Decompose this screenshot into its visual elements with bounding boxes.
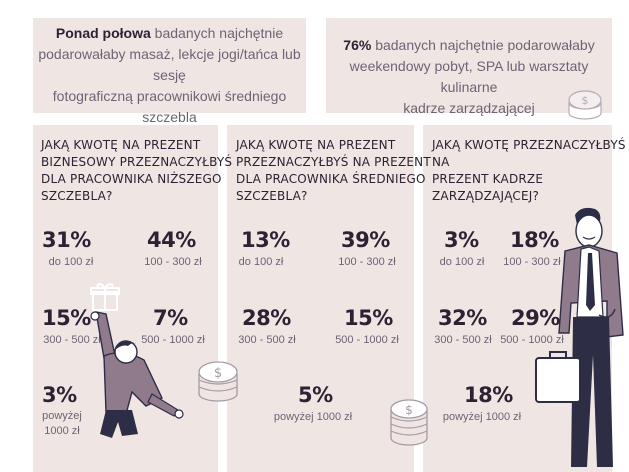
svg-text:$: $ [214,366,222,381]
stat-pct: 13% [241,228,290,252]
stat-label: powyżej 1000 zł [273,411,353,423]
gift-icon [90,283,120,311]
stat-pct: 28% [242,306,291,330]
stat-label: 100 - 300 zł [503,256,561,268]
stat-pct: 18% [510,228,559,252]
stat-pct: 15% [344,306,393,330]
stat-pct: 32% [438,306,487,330]
coin-stack-icon: $ [198,361,238,402]
stat-pct: 15% [42,306,91,330]
coin-stack-icon: $ [568,90,602,120]
stat-pct: 29% [511,306,560,330]
stat-label: 1000 zł [44,425,80,437]
stat-pct: 18% [464,383,513,407]
person-illustration [90,311,184,438]
stat-pct: 3% [444,228,479,252]
stat-label: powyżej 1000 zł [442,411,522,423]
stat-pct: 39% [341,228,390,252]
top-right-bold: 76% [343,37,372,53]
top-right-text: 76% badanych najchętnie podarowałaby wee… [326,35,612,119]
stat-label: 500 - 1000 zł [500,334,564,346]
svg-text:$: $ [405,403,413,417]
stat-label: do 100 zł [48,256,94,268]
top-left-line1: badanych najchętnie [150,25,284,41]
stat-label: 300 - 500 zł [238,334,296,346]
top-right-line1: badanych najchętnie podarowałaby [371,37,595,53]
panel-mid-level [227,125,414,472]
coin-stack-icon: $ [390,399,428,446]
top-left-text: Ponad połowa badanych najchętnie podarow… [33,23,306,128]
stat-label: 500 - 1000 zł [335,334,399,346]
stat-pct: 31% [42,228,91,252]
stat-label: powyżej [42,410,82,422]
top-left-box [33,18,306,113]
top-left-bold: Ponad połowa [55,25,151,41]
stat-label: 100 - 300 zł [338,256,396,268]
stat-label: 500 - 1000 zł [141,334,205,346]
stat-pct: 3% [42,383,77,407]
businessman-illustration [558,207,624,467]
stat-label: 300 - 500 zł [43,334,101,346]
top-left-line2: podarowałaby masaż, lekcje jogi/tańca lu… [38,46,301,83]
top-left-line3: fotograficzną pracownikowi średniego szc… [52,88,287,125]
stat-pct: 5% [298,383,333,407]
stat-label: 100 - 300 zł [144,256,202,268]
panel-2-question: JAKĄ KWOTĘ NA PREZENT PRZEZNACZYŁBYŚ NA … [236,138,431,203]
top-right-line2: weekendowy pobyt, SPA lub warsztaty kuli… [349,58,589,95]
stat-pct: 44% [147,228,196,252]
stat-label: 300 - 500 zł [434,334,492,346]
stat-pct: 7% [153,306,188,330]
panel-3-question: JAKĄ KWOTĘ PRZEZNACZYŁBYŚ NA PREZENT KAD… [432,138,626,203]
top-right-line3: kadrze zarządzającej [403,100,535,116]
panel-1-question: JAKĄ KWOTĘ NA PREZENT BIZNESOWY PRZEZNAC… [41,138,233,203]
top-right-box [326,18,612,113]
stat-label: do 100 zł [439,256,485,268]
stat-label: do 100 zł [238,256,284,268]
svg-text:$: $ [582,94,589,107]
briefcase-icon [535,351,581,403]
